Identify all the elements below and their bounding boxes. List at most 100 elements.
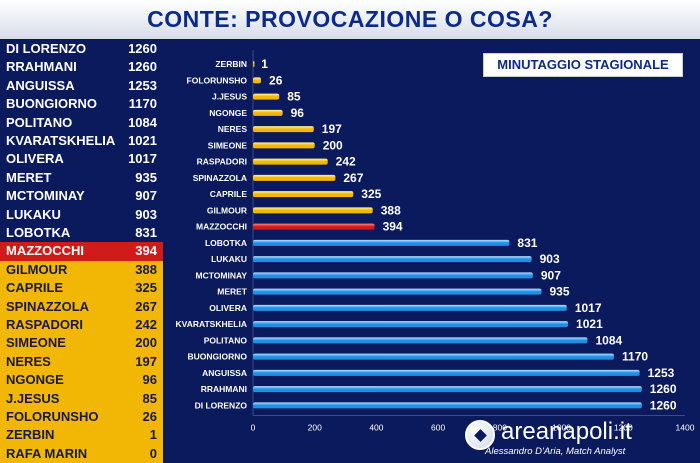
data-label: 907 xyxy=(541,268,561,282)
data-label: 1170 xyxy=(622,350,648,364)
player-minutes: 388 xyxy=(135,261,157,277)
data-label: 1 xyxy=(261,57,268,71)
bar xyxy=(253,191,354,198)
category-label: NGONGE xyxy=(209,108,247,118)
player-minutes: 1253 xyxy=(128,77,157,93)
data-label: 1260 xyxy=(650,382,677,396)
x-tick-label: 1000 xyxy=(552,423,571,433)
data-label: 197 xyxy=(322,122,342,136)
player-name: SIMEONE xyxy=(6,335,66,351)
table-row: OLIVERA 1017 xyxy=(0,150,163,169)
data-label: 388 xyxy=(381,203,401,217)
player-name: FOLORUNSHO xyxy=(6,409,99,424)
category-label: MERET xyxy=(217,287,248,297)
player-name: NERES xyxy=(6,353,51,369)
player-minutes: 831 xyxy=(135,225,157,240)
bar xyxy=(253,402,642,409)
category-label: CAPRILE xyxy=(210,189,248,199)
bar xyxy=(253,272,533,279)
x-tick-label: 1200 xyxy=(614,423,633,433)
table-row: GILMOUR 388 xyxy=(0,260,163,280)
player-name: J.JESUS xyxy=(6,390,60,406)
bar-chart: ZERBIN 1 FOLORUNSHO 26 J.JESUS 85 NGONGE 96 NERE… xyxy=(165,42,700,459)
table-row: LOBOTKA 831 xyxy=(0,224,163,243)
x-tick-label: 600 xyxy=(431,423,445,433)
player-minutes: 903 xyxy=(135,206,157,222)
data-label: 1253 xyxy=(648,366,675,380)
category-label: ZERBIN xyxy=(215,59,247,69)
data-label: 935 xyxy=(550,285,570,299)
bar xyxy=(253,353,615,360)
data-label: 1017 xyxy=(575,301,602,315)
table-row: BUONGIORNO 1170 xyxy=(0,95,163,114)
x-tick-label: 0 xyxy=(251,423,256,433)
category-label: POLITANO xyxy=(204,335,248,345)
player-name: KVARATSKHELIA xyxy=(6,133,116,148)
player-name: ANGUISSA xyxy=(6,77,75,93)
player-minutes: 0 xyxy=(149,445,157,461)
logo-author: Alessandro D'Aria, Match Analyst xyxy=(485,446,626,457)
category-label: RASPADORI xyxy=(197,157,247,167)
bar xyxy=(253,288,542,295)
table-row: SIMEONE 200 xyxy=(0,334,163,353)
table-row: ANGUISSA 1253 xyxy=(0,76,163,96)
data-label: 85 xyxy=(287,90,301,104)
bar xyxy=(253,369,640,376)
player-minutes: 96 xyxy=(142,372,157,388)
data-label: 1260 xyxy=(650,398,677,412)
player-minutes: 1084 xyxy=(128,114,157,130)
player-name: NGONGE xyxy=(6,372,64,388)
data-label: 325 xyxy=(361,187,381,201)
table-row: CAPRILE 325 xyxy=(0,279,163,298)
bar xyxy=(253,386,642,393)
table-row: MAZZOCCHI 394 xyxy=(0,242,163,261)
data-label: 200 xyxy=(323,138,343,152)
data-label: 831 xyxy=(517,236,537,250)
category-label: LUKAKU xyxy=(211,254,247,264)
football-icon xyxy=(465,420,495,450)
category-label: DI LORENZO xyxy=(195,400,248,410)
player-name: BUONGIORNO xyxy=(6,96,97,112)
player-minutes: 1017 xyxy=(128,151,157,167)
category-label: SPINAZZOLA xyxy=(193,173,247,183)
player-name: SPINAZZOLA xyxy=(6,298,90,314)
bar xyxy=(253,142,315,149)
player-minutes: 1021 xyxy=(128,133,157,148)
table-row: RAFA MARIN 0 xyxy=(0,444,163,463)
player-minutes: 85 xyxy=(142,390,157,406)
category-label: J.JESUS xyxy=(212,92,247,102)
bar xyxy=(253,126,314,133)
player-minutes: 907 xyxy=(135,188,157,204)
data-label: 96 xyxy=(291,106,305,120)
category-label: NERES xyxy=(218,124,248,134)
bar xyxy=(253,109,283,116)
player-minutes: 1260 xyxy=(128,41,157,56)
table-row: RASPADORI 242 xyxy=(0,316,163,335)
bar xyxy=(253,93,280,100)
player-minutes: 26 xyxy=(142,409,157,424)
category-label: FOLORUNSHO xyxy=(187,75,248,85)
x-tick-label: 400 xyxy=(369,423,383,433)
player-name: GILMOUR xyxy=(6,261,68,277)
x-tick-label: 1400 xyxy=(676,423,695,433)
player-name: CAPRILE xyxy=(6,280,64,296)
player-minutes: 1 xyxy=(149,427,157,443)
category-label: BUONGIORNO xyxy=(188,352,248,362)
data-label: 394 xyxy=(383,220,403,234)
player-name: DI LORENZO xyxy=(6,41,87,56)
table-row: NGONGE 96 xyxy=(0,371,163,390)
chart-title: MINUTAGGIO STAGIONALE xyxy=(483,53,683,77)
player-name: POLITANO xyxy=(6,114,73,130)
player-minutes: 394 xyxy=(135,243,157,259)
bar xyxy=(253,77,262,84)
player-name: MCTOMINAY xyxy=(6,188,85,204)
table-row: DI LORENZO 1260 xyxy=(0,40,163,59)
player-name: RRAHMANI xyxy=(6,59,77,75)
data-label: 903 xyxy=(540,252,560,266)
table-row: MERET 935 xyxy=(0,168,163,188)
player-minutes: 267 xyxy=(135,298,157,314)
table-row: LUKAKU 903 xyxy=(0,205,163,224)
player-minutes: 197 xyxy=(135,353,157,369)
data-label: 242 xyxy=(336,155,356,169)
data-label: 267 xyxy=(343,171,363,185)
